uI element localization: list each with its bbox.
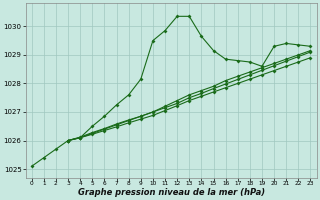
X-axis label: Graphe pression niveau de la mer (hPa): Graphe pression niveau de la mer (hPa): [77, 188, 265, 197]
